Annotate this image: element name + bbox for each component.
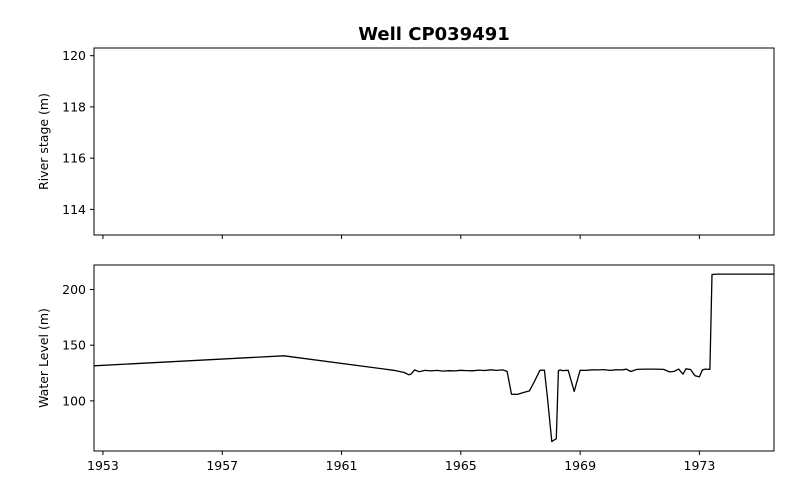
water-level-ytick-label: 100 [62,393,86,408]
water-level-xtick-label: 1957 [206,458,238,473]
river-stage-ytick-label: 118 [62,99,86,114]
water-level-xtick-label: 1969 [564,458,596,473]
river-stage-ylabel: River stage (m) [36,93,51,190]
river-stage-ytick-label: 120 [62,48,86,63]
water-level-xtick-label: 1961 [326,458,358,473]
river-stage-ytick-label: 114 [62,202,86,217]
water-level-panel: 100 150 200 1953 1957 1961 1965 1969 1973 Water L… [36,264,775,473]
water-level-series-line-0 [93,273,774,443]
river-stage-panel: 114 116 118 120 River stage (m) [36,47,775,239]
water-level-ylabel: Water Level (m) [36,308,51,408]
water-level-xtick-label: 1953 [87,458,119,473]
water-level-axes-frame [93,264,775,452]
water-level-ytick-label: 200 [62,282,86,297]
river-stage-axes-frame [93,47,775,236]
water-level-ytick-label: 150 [62,338,86,353]
river-stage-ytick-label: 116 [62,151,86,166]
water-level-xtick-label: 1965 [445,458,477,473]
water-level-xtick-label: 1973 [684,458,716,473]
chart-title: Well CP039491 [358,24,510,45]
